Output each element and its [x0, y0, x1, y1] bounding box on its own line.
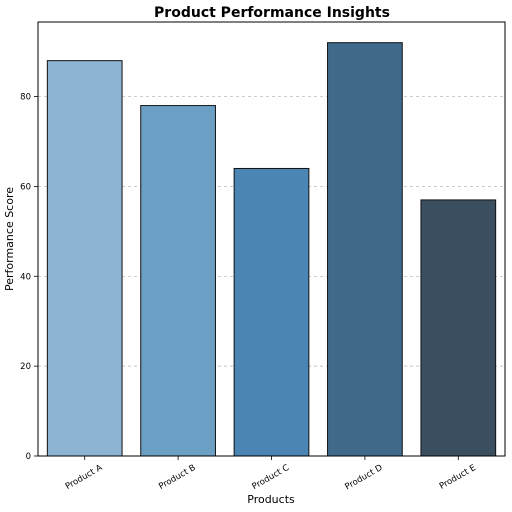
x-axis-ticks: Product A Product B Product C Product D Prod…: [64, 456, 478, 492]
bar-product-b: [140, 105, 216, 457]
bar-product-e: [420, 199, 497, 457]
x-tick-label: Product D: [343, 463, 384, 493]
y-tick-label: 60: [20, 182, 31, 192]
bar-product-c: [233, 167, 310, 457]
x-axis-label: Products: [247, 493, 295, 506]
bar-product-d: [327, 42, 403, 457]
y-tick-label: 80: [20, 93, 31, 103]
x-tick-label: Product A: [64, 463, 104, 492]
chart-title: Product Performance Insights: [154, 5, 390, 21]
x-tick-label: Product C: [251, 463, 291, 492]
y-tick-label: 40: [20, 272, 31, 282]
y-tick-label: 20: [20, 362, 31, 372]
y-axis-ticks: 0 20 40 60 80: [20, 93, 38, 462]
bar-product-a: [46, 60, 123, 457]
bars: [46, 42, 497, 457]
y-tick-label: 0: [26, 452, 31, 462]
x-tick-label: Product E: [438, 463, 478, 492]
y-axis-label: Performance Score: [3, 187, 16, 291]
x-tick-label: Product B: [157, 463, 197, 492]
